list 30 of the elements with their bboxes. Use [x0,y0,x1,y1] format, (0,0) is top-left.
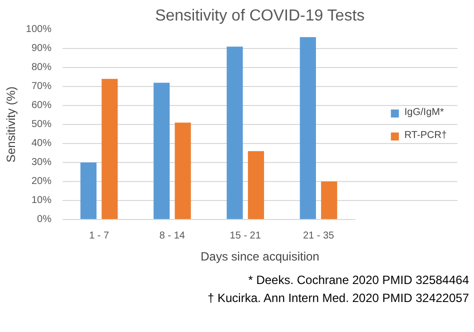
y-tick-label: 0% [37,214,52,225]
y-axis-title: Sensitivity (%) [4,86,18,163]
bar [154,82,170,220]
y-tick-label: 20% [31,176,52,187]
bar [226,46,243,220]
legend-label: IgG/IgM* [404,107,444,118]
bar [174,122,191,220]
y-tick-label: 40% [31,138,52,149]
bar [321,182,338,220]
y-tick-label: 80% [31,62,52,73]
x-tick-label: 15 - 21 [230,230,262,242]
bar [300,37,316,220]
bar [102,78,118,220]
bar [248,151,264,220]
y-tick-label: 10% [31,195,52,206]
y-tick-label: 100% [26,24,52,35]
text: † Kucirka. Ann Intern Med. 2020 PMID 32422057 [208,291,469,305]
legend-label: RT-PCR† [404,130,447,141]
y-tick-label: 30% [31,157,52,168]
x-axis-title: Days since acquisition [200,250,320,264]
y-tick-label: 90% [31,43,52,54]
y-tick-label: 60% [31,100,52,111]
x-tick-label: 8 - 14 [159,230,186,242]
text: * Deeks. Cochrane 2020 PMID 32584464 [248,273,469,287]
y-tick-label: 70% [31,81,52,92]
chart-title: Sensitivity of COVID-19 Tests [155,8,365,24]
x-tick-label: 1 - 7 [89,230,110,242]
x-tick-label: 21 - 35 [302,230,335,242]
y-tick-label: 50% [31,119,52,130]
bar [80,162,97,220]
